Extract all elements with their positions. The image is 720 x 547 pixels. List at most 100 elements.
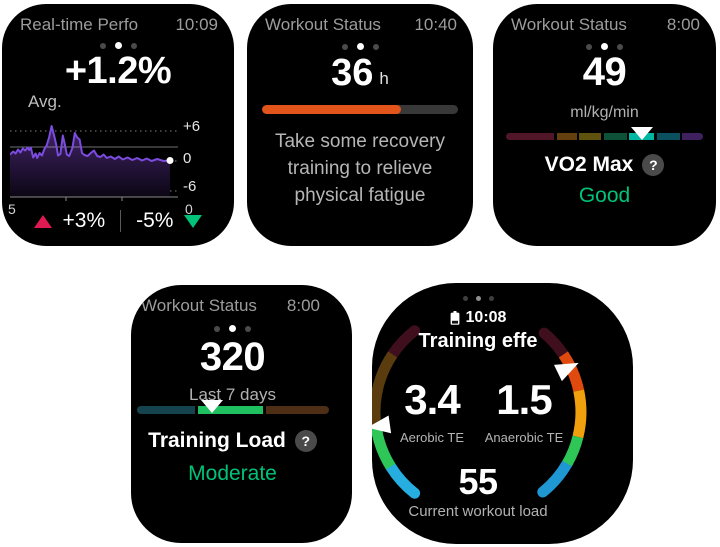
recovery-hours-unit: h xyxy=(379,69,389,88)
clock-time: 10:08 xyxy=(465,309,507,326)
pager-dot xyxy=(372,43,379,50)
page-title: Workout Status xyxy=(265,15,381,34)
training-effect-gauge xyxy=(372,325,587,499)
training-load-content: Workout Status 8:00 320 Last 7 days Trai… xyxy=(131,285,334,543)
scale-segment xyxy=(137,406,195,414)
pager-dot xyxy=(462,296,468,301)
recovery-hours-value: 36 xyxy=(331,52,374,94)
recovery-progress-fill xyxy=(262,105,402,114)
y-axis-label-mid: 0 xyxy=(183,150,192,167)
screen-training-effect[interactable]: 10:08 Training effe 3.4 Aerobic TE 1.5 A… xyxy=(372,283,633,544)
header: Workout Status 8:00 xyxy=(511,15,700,35)
header: Workout Status 10:40 xyxy=(265,15,457,35)
page-title: Training effe xyxy=(418,330,538,352)
clock-time: 10:40 xyxy=(414,15,457,34)
pager-dot xyxy=(229,325,236,332)
y-axis-label-top: +6 xyxy=(183,118,201,135)
average-label: Avg. xyxy=(28,92,62,111)
scale-pointer-icon xyxy=(201,400,223,413)
screen-realtime-performance[interactable]: Real-time Perfo 10:09 +1.2% Avg. +6 0 -6… xyxy=(2,4,234,246)
pager-dot xyxy=(114,42,122,49)
vo2max-status: Good xyxy=(578,184,631,207)
decrease-value: -5% xyxy=(136,209,174,232)
clock-time: 10:09 xyxy=(175,15,218,34)
help-button[interactable]: ? xyxy=(642,154,665,176)
legend-divider xyxy=(120,210,122,232)
status-bar: 10:08 xyxy=(372,309,584,327)
anaerobic-te-block: 1.5 Anaerobic TE xyxy=(478,376,570,446)
performance-value: +1.2% xyxy=(64,50,172,92)
page-indicator xyxy=(372,296,584,301)
te-values-row: 3.4 Aerobic TE 1.5 Anaerobic TE xyxy=(372,376,584,446)
pager-dot xyxy=(586,43,592,50)
clock-time: 8:00 xyxy=(286,296,320,315)
current-workout-load-value: 55 xyxy=(458,461,498,502)
pager-dot xyxy=(475,296,481,301)
decrease-triangle-icon xyxy=(184,214,203,228)
pager-dot xyxy=(99,42,106,49)
pager-dot xyxy=(617,43,623,50)
scale-segment xyxy=(198,406,263,414)
increase-value: +3% xyxy=(62,209,106,232)
training-load-label: Training Load xyxy=(148,429,286,452)
vo2max-label-row: VO2 Max ? xyxy=(493,153,716,177)
vo2max-scale-bar xyxy=(506,127,703,140)
pager-dot xyxy=(245,325,251,332)
screen-workout-status-vo2max[interactable]: Workout Status 8:00 49 ml/kg/min VO2 Max… xyxy=(493,4,716,246)
vo2max-label: VO2 Max xyxy=(544,153,634,176)
pager-dot xyxy=(214,325,220,332)
training-effect-content: 10:08 Training effe 3.4 Aerobic TE 1.5 A… xyxy=(372,283,584,544)
vo2max-unit: ml/kg/min xyxy=(570,104,639,121)
header: Workout Status 8:00 xyxy=(141,296,320,316)
increase-triangle-icon xyxy=(33,214,52,228)
scale-segment xyxy=(656,133,680,140)
scale-segment xyxy=(506,133,554,140)
scale-segment xyxy=(556,133,577,140)
training-load-status: Moderate xyxy=(188,462,277,485)
page-title: Workout Status xyxy=(141,296,257,315)
help-button[interactable]: ? xyxy=(294,430,317,452)
recovery-progress-bar xyxy=(262,105,458,114)
anaerobic-te-value: 1.5 xyxy=(496,376,552,423)
aerobic-te-label: Aerobic TE xyxy=(399,430,465,445)
current-workout-load-label: Current workout load xyxy=(408,503,548,520)
page-indicator xyxy=(131,325,334,332)
anaerobic-te-label: Anaerobic TE xyxy=(484,430,564,445)
x-axis-label-right: 0 xyxy=(185,201,193,217)
gauge-pointer-icon xyxy=(554,362,579,382)
scale-pointer-icon xyxy=(630,127,653,140)
gauge-pointer-icon xyxy=(372,415,392,434)
page-indicator xyxy=(247,43,473,50)
page-indicator xyxy=(493,43,716,50)
scale-segment xyxy=(603,133,627,140)
screen-workout-status-training-load[interactable]: Workout Status 8:00 320 Last 7 days Trai… xyxy=(131,285,352,543)
pager-dot xyxy=(341,43,348,50)
aerobic-te-block: 3.4 Aerobic TE xyxy=(386,376,478,446)
page-title: Workout Status xyxy=(511,15,627,34)
performance-area-chart xyxy=(9,120,178,207)
vo2max-value: 49 xyxy=(582,50,627,94)
pager-dot xyxy=(356,43,364,50)
training-load-value: 320 xyxy=(199,335,266,379)
training-load-period: Last 7 days xyxy=(189,385,276,404)
header: Real-time Perfo 10:09 xyxy=(20,15,218,35)
pager-dot xyxy=(601,43,608,50)
screen-workout-status-recovery[interactable]: Workout Status 10:40 36 h Take some reco… xyxy=(247,4,473,246)
advice-line-3: physical fatigue xyxy=(294,185,426,206)
scale-segment xyxy=(579,133,601,140)
page-title: Real-time Perfo xyxy=(20,15,139,34)
pager-dot xyxy=(488,296,494,301)
recovery-advice-text: Take some recovery training to relieve p… xyxy=(255,128,465,209)
advice-line-1: Take some recovery xyxy=(274,131,445,152)
battery-icon xyxy=(450,311,459,325)
aerobic-te-value: 3.4 xyxy=(404,376,460,423)
pager-dot xyxy=(130,42,137,49)
clock-time: 8:00 xyxy=(666,15,700,34)
gain-loss-legend: +3% -5% xyxy=(2,209,234,233)
training-load-scale-bar xyxy=(137,400,329,414)
scale-segment xyxy=(266,406,329,414)
x-axis-label-left: 5 xyxy=(8,201,16,217)
scale-segment xyxy=(682,133,703,140)
training-load-label-row: Training Load ? xyxy=(131,429,334,453)
recovery-hours: 36 h xyxy=(247,52,473,94)
